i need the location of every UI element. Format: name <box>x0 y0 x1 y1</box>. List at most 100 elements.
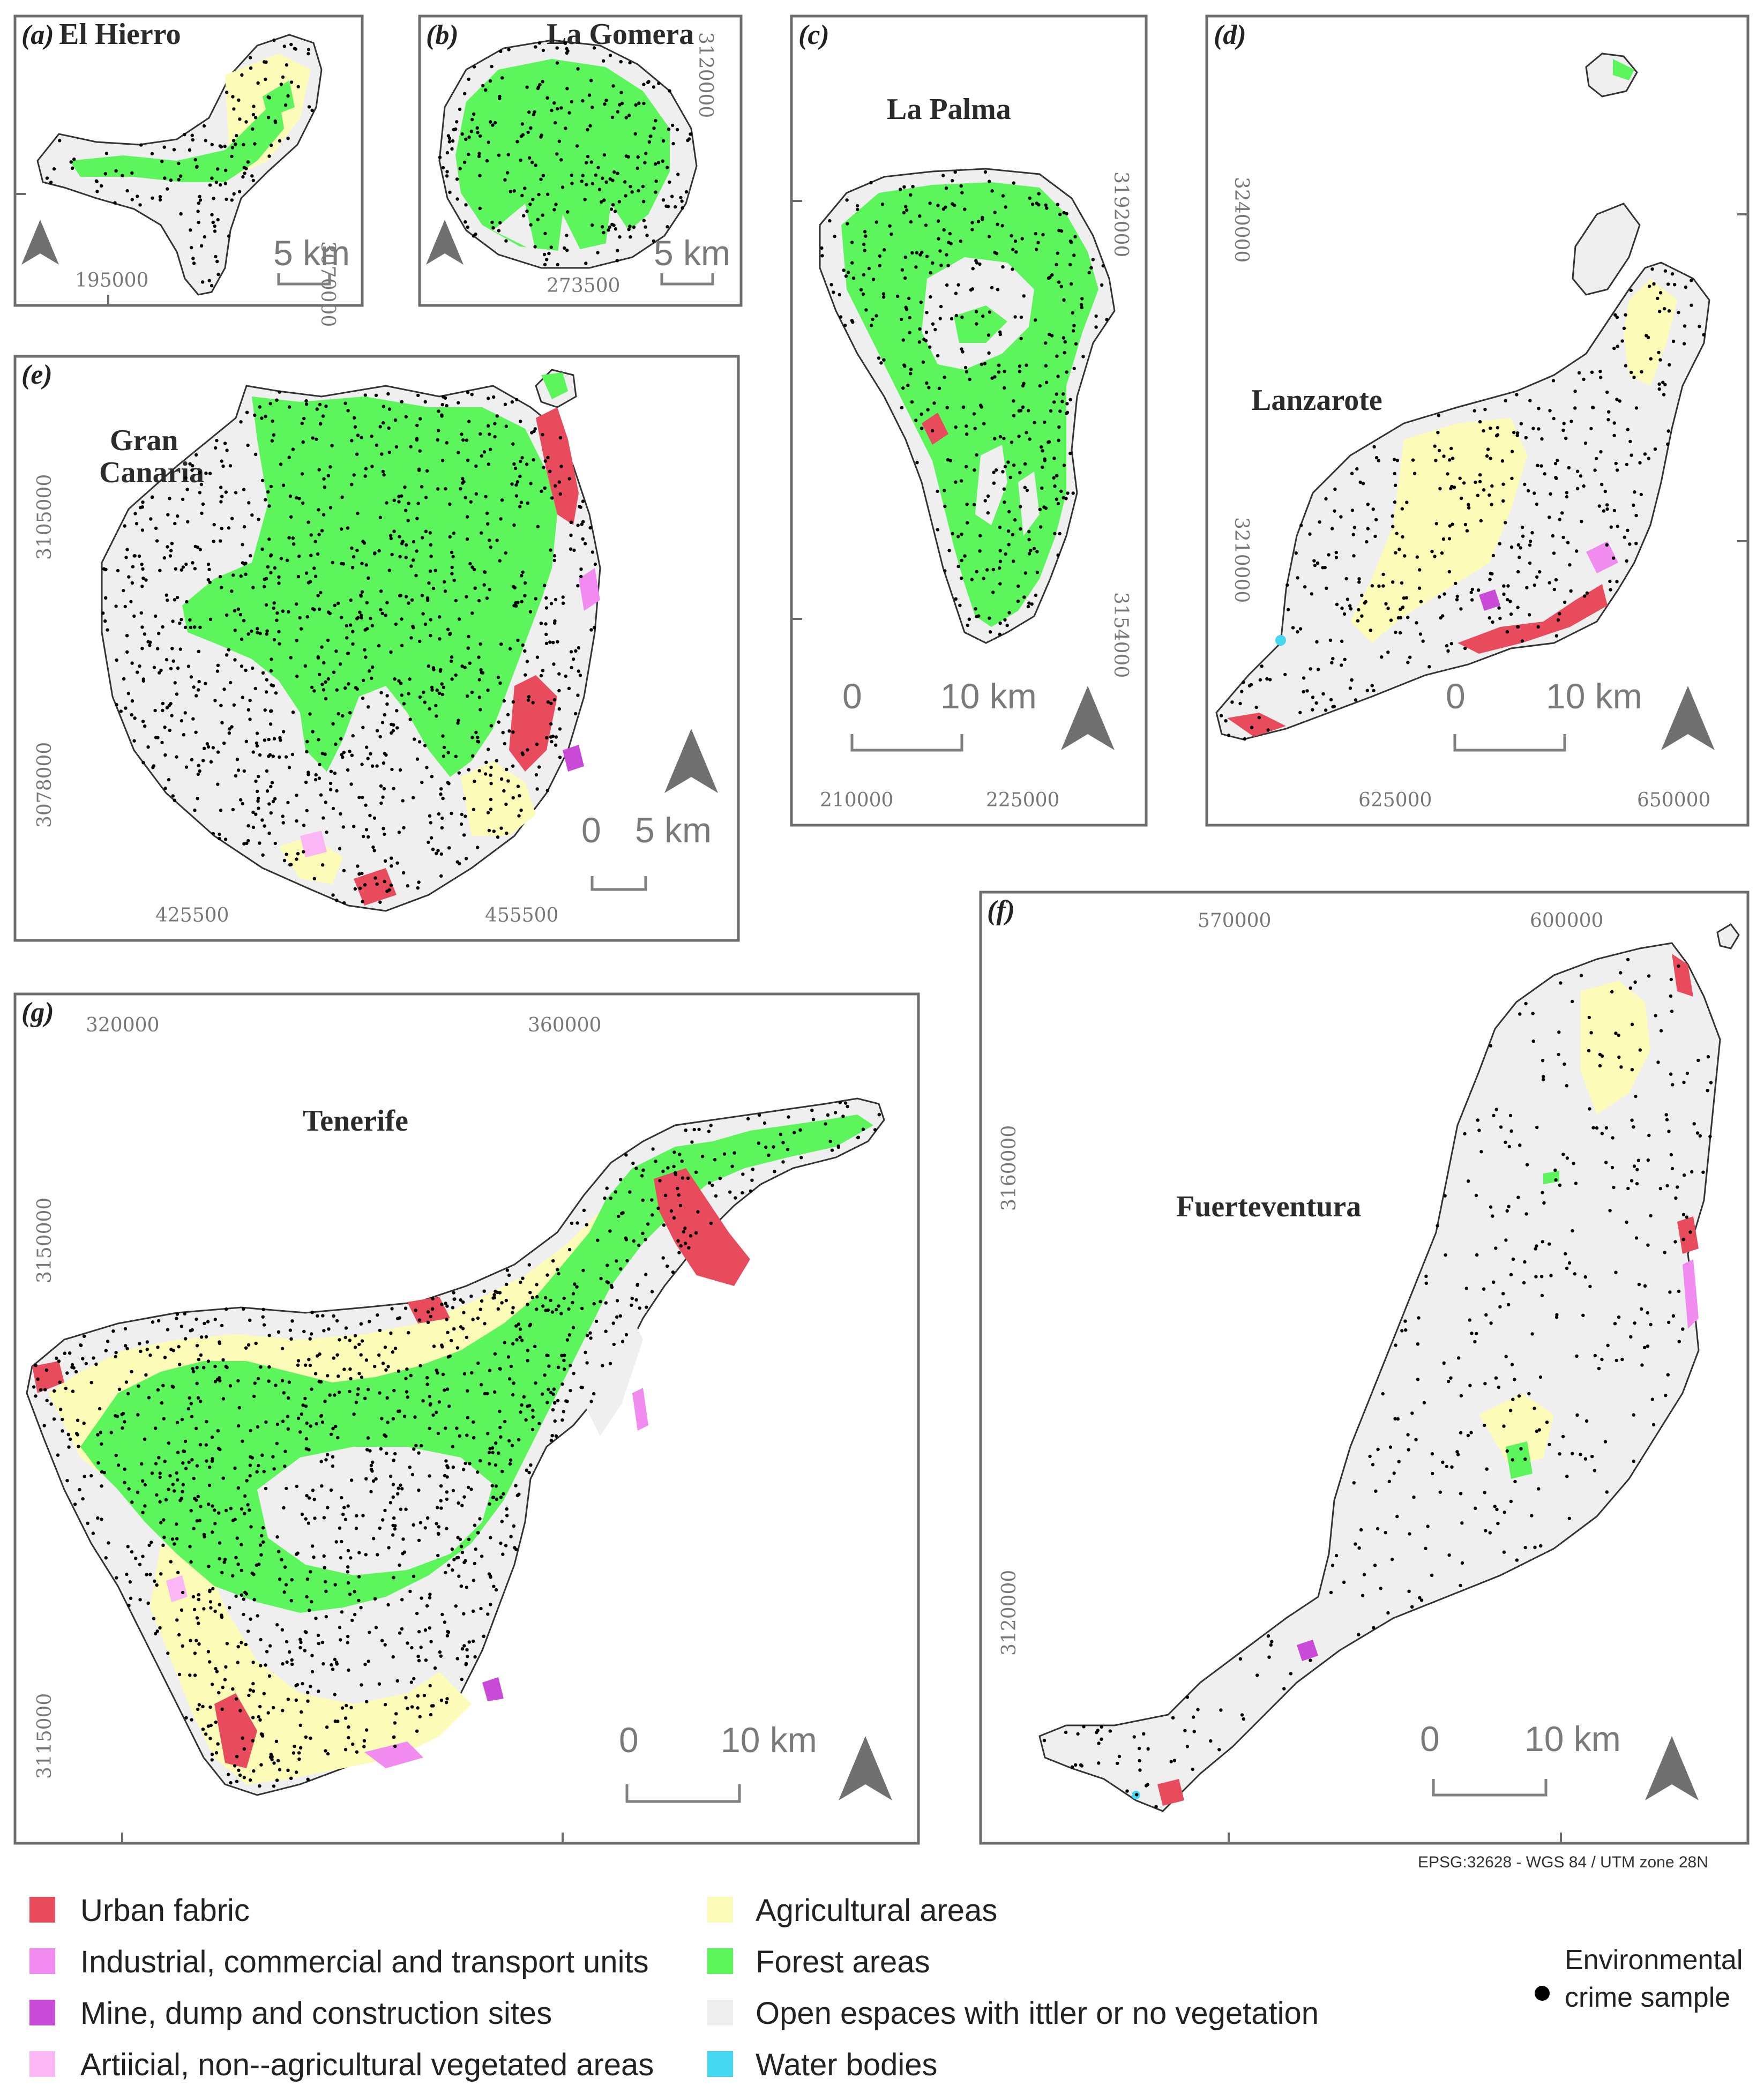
crime-sample-dot <box>428 707 431 711</box>
crime-sample-dot <box>409 1373 413 1378</box>
crime-sample-dot <box>512 585 515 589</box>
crime-sample-dot <box>654 180 658 183</box>
crime-sample-dot <box>272 1706 275 1710</box>
crime-sample-dot <box>178 174 183 178</box>
crime-sample-dot <box>115 1415 119 1418</box>
crime-sample-dot <box>1303 585 1307 589</box>
crime-sample-dot <box>937 237 940 241</box>
crime-sample-dot <box>1008 475 1013 480</box>
crime-sample-dot <box>402 826 406 830</box>
crime-sample-dot <box>343 1517 348 1521</box>
crime-sample-dot <box>505 1514 509 1517</box>
crime-sample-dot <box>1572 1162 1575 1165</box>
crime-sample-dot <box>1094 314 1098 318</box>
crime-sample-dot <box>1041 449 1044 453</box>
crime-sample-dot <box>1108 1729 1112 1733</box>
crime-sample-dot <box>214 181 219 184</box>
crime-sample-dot <box>255 741 259 745</box>
crime-sample-dot <box>210 1683 214 1686</box>
crime-sample-dot <box>551 640 555 645</box>
crime-sample-dot <box>1073 235 1077 238</box>
crime-sample-dot <box>1661 380 1665 384</box>
crime-sample-dot <box>467 768 470 772</box>
crime-sample-dot <box>483 1392 487 1396</box>
crime-sample-dot <box>454 127 458 131</box>
crime-sample-dot <box>253 452 258 457</box>
crime-sample-dot <box>1044 364 1048 368</box>
crime-sample-dot <box>470 393 474 397</box>
crime-sample-dot <box>236 1486 240 1490</box>
crime-sample-dot <box>390 856 393 860</box>
crime-sample-dot <box>539 135 543 139</box>
crime-sample-dot <box>485 596 489 600</box>
crime-sample-dot <box>272 601 276 605</box>
crime-sample-dot <box>1357 1546 1361 1550</box>
crime-sample-dot <box>402 702 406 706</box>
crime-sample-dot <box>920 427 924 430</box>
crime-sample-dot <box>369 616 372 620</box>
crime-sample-dot <box>264 77 267 81</box>
crime-sample-dot <box>49 181 53 184</box>
crime-sample-dot <box>570 100 574 104</box>
crime-sample-dot <box>262 1323 266 1327</box>
crime-sample-dot <box>469 130 473 133</box>
crime-sample-dot <box>431 1297 435 1300</box>
crime-sample-dot <box>1598 376 1603 379</box>
crime-sample-dot <box>1169 1760 1173 1763</box>
crime-sample-dot <box>1667 1130 1671 1133</box>
crime-sample-dot <box>448 502 452 506</box>
crime-sample-dot <box>1548 409 1552 413</box>
crime-sample-dot <box>410 598 414 602</box>
crime-sample-dot <box>404 1507 408 1511</box>
crime-sample-dot <box>1460 1561 1464 1565</box>
crime-sample-dot <box>333 1583 337 1587</box>
crime-sample-dot <box>690 1140 694 1144</box>
crime-sample-dot <box>1346 597 1350 601</box>
crime-sample-dot <box>319 1460 323 1463</box>
crime-sample-dot <box>257 518 260 521</box>
crime-sample-dot <box>76 1418 80 1422</box>
crime-sample-dot <box>99 1431 103 1434</box>
crime-sample-dot <box>1609 588 1612 592</box>
panel-label: (f) <box>987 895 1015 926</box>
crime-sample-dot <box>1542 1075 1545 1079</box>
crime-sample-dot <box>1646 1344 1650 1348</box>
crime-sample-dot <box>369 1490 373 1494</box>
crime-sample-dot <box>545 1273 549 1277</box>
y-coordinate-label: 3120000 <box>998 1570 1020 1656</box>
crime-sample-dot <box>491 123 495 127</box>
crime-sample-dot <box>556 1268 559 1272</box>
crime-sample-dot <box>281 730 286 734</box>
crime-sample-dot <box>323 485 326 489</box>
crime-sample-dot <box>1612 421 1616 425</box>
crime-sample-dot <box>252 104 256 108</box>
crime-sample-dot <box>180 568 183 572</box>
crime-sample-dot <box>645 1305 648 1309</box>
crime-sample-dot <box>285 558 289 563</box>
crime-sample-dot <box>414 1309 417 1312</box>
crime-sample-dot <box>549 1298 552 1303</box>
crime-sample-dot <box>427 664 431 668</box>
crime-sample-dot <box>507 729 511 733</box>
crime-sample-dot <box>998 526 1002 529</box>
crime-sample-dot <box>487 828 491 833</box>
crime-sample-dot <box>1042 1739 1047 1743</box>
crime-sample-dot <box>429 618 432 622</box>
crime-sample-dot <box>945 253 948 257</box>
crime-sample-dot <box>257 774 260 779</box>
crime-sample-dot <box>126 692 130 696</box>
crime-sample-dot <box>170 714 174 717</box>
crime-sample-dot <box>100 1470 104 1474</box>
crime-sample-dot <box>1573 406 1577 410</box>
crime-sample-dot <box>391 1655 395 1659</box>
crime-sample-dot <box>850 261 854 265</box>
crime-sample-dot <box>570 182 574 185</box>
crime-sample-dot <box>388 534 393 537</box>
open-space <box>975 445 1040 536</box>
crime-sample-dot <box>196 772 200 776</box>
crime-sample-dot <box>599 1299 602 1304</box>
crime-sample-dot <box>597 188 602 191</box>
crime-sample-dot <box>450 147 454 151</box>
crime-sample-dot <box>611 1321 615 1325</box>
crime-sample-dot <box>398 535 401 539</box>
